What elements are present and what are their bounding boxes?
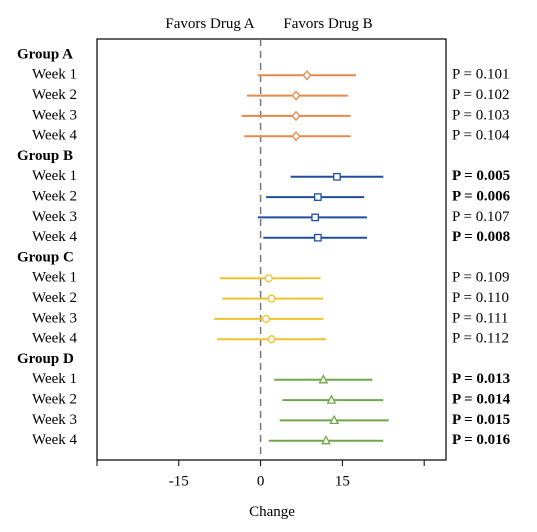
p-value: P = 0.015 bbox=[452, 412, 510, 428]
marker-circle bbox=[267, 294, 276, 303]
p-value: P = 0.104 bbox=[452, 128, 510, 144]
week-label: Week 4 bbox=[32, 128, 78, 144]
p-value: P = 0.006 bbox=[452, 189, 511, 205]
p-value: P = 0.107 bbox=[452, 209, 510, 225]
p-value: P = 0.102 bbox=[452, 87, 510, 103]
p-value: P = 0.014 bbox=[452, 392, 511, 408]
p-value: P = 0.110 bbox=[452, 290, 509, 306]
x-axis-label: Change bbox=[249, 504, 295, 520]
marker-square bbox=[333, 172, 341, 181]
x-tick-label: 15 bbox=[335, 473, 350, 489]
marker-triangle bbox=[321, 435, 331, 445]
p-value: P = 0.112 bbox=[452, 331, 509, 347]
p-value: P = 0.013 bbox=[452, 371, 510, 387]
marker-triangle bbox=[318, 374, 329, 384]
p-value: P = 0.103 bbox=[452, 107, 510, 123]
header-favors-right: Favors Drug B bbox=[283, 16, 372, 32]
plot-frame bbox=[96, 38, 447, 461]
week-label: Week 4 bbox=[32, 432, 78, 448]
marker-triangle bbox=[326, 394, 337, 404]
week-label: Week 4 bbox=[32, 331, 78, 347]
group-label: Group C bbox=[17, 249, 74, 265]
marker-diamond bbox=[291, 131, 301, 142]
plot-layer: -15 0 15 Group A Week 1 P = 0.101 Week 2 P = 0.… bbox=[17, 39, 511, 489]
week-label: Week 4 bbox=[32, 229, 78, 245]
p-value: P = 0.005 bbox=[452, 168, 510, 184]
marker-circle bbox=[267, 335, 276, 344]
week-label: Week 2 bbox=[32, 392, 77, 408]
group-label: Group B bbox=[17, 148, 73, 164]
week-label: Week 2 bbox=[32, 189, 77, 205]
group-label: Group A bbox=[17, 46, 73, 62]
p-value: P = 0.008 bbox=[452, 229, 510, 245]
marker-diamond bbox=[302, 70, 312, 81]
week-label: Week 3 bbox=[32, 209, 77, 225]
marker-diamond bbox=[291, 90, 301, 101]
week-label: Week 1 bbox=[32, 270, 77, 286]
marker-square bbox=[314, 233, 322, 242]
week-label: Week 2 bbox=[32, 87, 77, 103]
p-value: P = 0.109 bbox=[452, 270, 510, 286]
week-label: Week 1 bbox=[32, 168, 77, 184]
week-label: Week 3 bbox=[32, 412, 77, 428]
group-label: Group D bbox=[17, 351, 74, 367]
x-tick-label: -15 bbox=[169, 473, 189, 489]
week-label: Week 2 bbox=[32, 290, 77, 306]
marker-square bbox=[311, 213, 319, 222]
header-favors-left: Favors Drug A bbox=[165, 16, 254, 32]
marker-diamond bbox=[291, 110, 301, 122]
marker-circle bbox=[261, 314, 271, 323]
p-value: P = 0.111 bbox=[452, 310, 508, 326]
week-label: Week 1 bbox=[32, 371, 77, 387]
marker-triangle bbox=[329, 414, 340, 425]
week-label: Week 3 bbox=[32, 107, 77, 123]
p-value: P = 0.016 bbox=[452, 432, 511, 448]
x-tick-label: 0 bbox=[257, 473, 265, 489]
week-label: Week 1 bbox=[32, 67, 77, 83]
week-label: Week 3 bbox=[32, 310, 77, 326]
marker-circle bbox=[264, 274, 273, 283]
p-value: P = 0.101 bbox=[452, 67, 510, 83]
marker-square bbox=[314, 193, 322, 201]
